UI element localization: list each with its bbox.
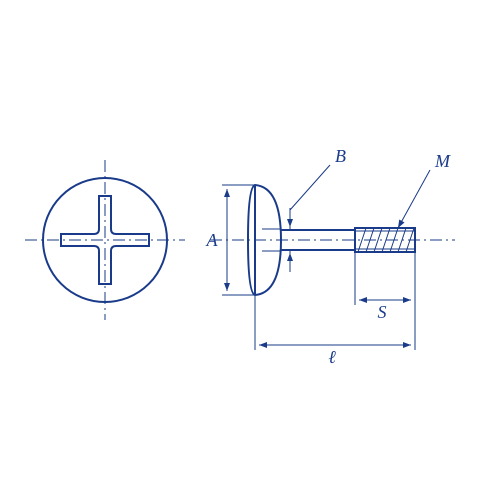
label-M: M <box>434 151 451 171</box>
label-L: ℓ <box>328 347 336 367</box>
side-view <box>210 185 455 295</box>
dimension-L: ℓ <box>255 295 411 367</box>
label-B: B <box>335 146 346 166</box>
top-view <box>25 160 185 320</box>
dimension-S: S <box>355 252 415 350</box>
dimension-B: B <box>290 146 346 272</box>
dimension-M: M <box>398 151 451 228</box>
screw-technical-drawing: A B M S ℓ <box>0 0 500 500</box>
label-S: S <box>378 302 387 322</box>
label-A: A <box>206 230 219 250</box>
